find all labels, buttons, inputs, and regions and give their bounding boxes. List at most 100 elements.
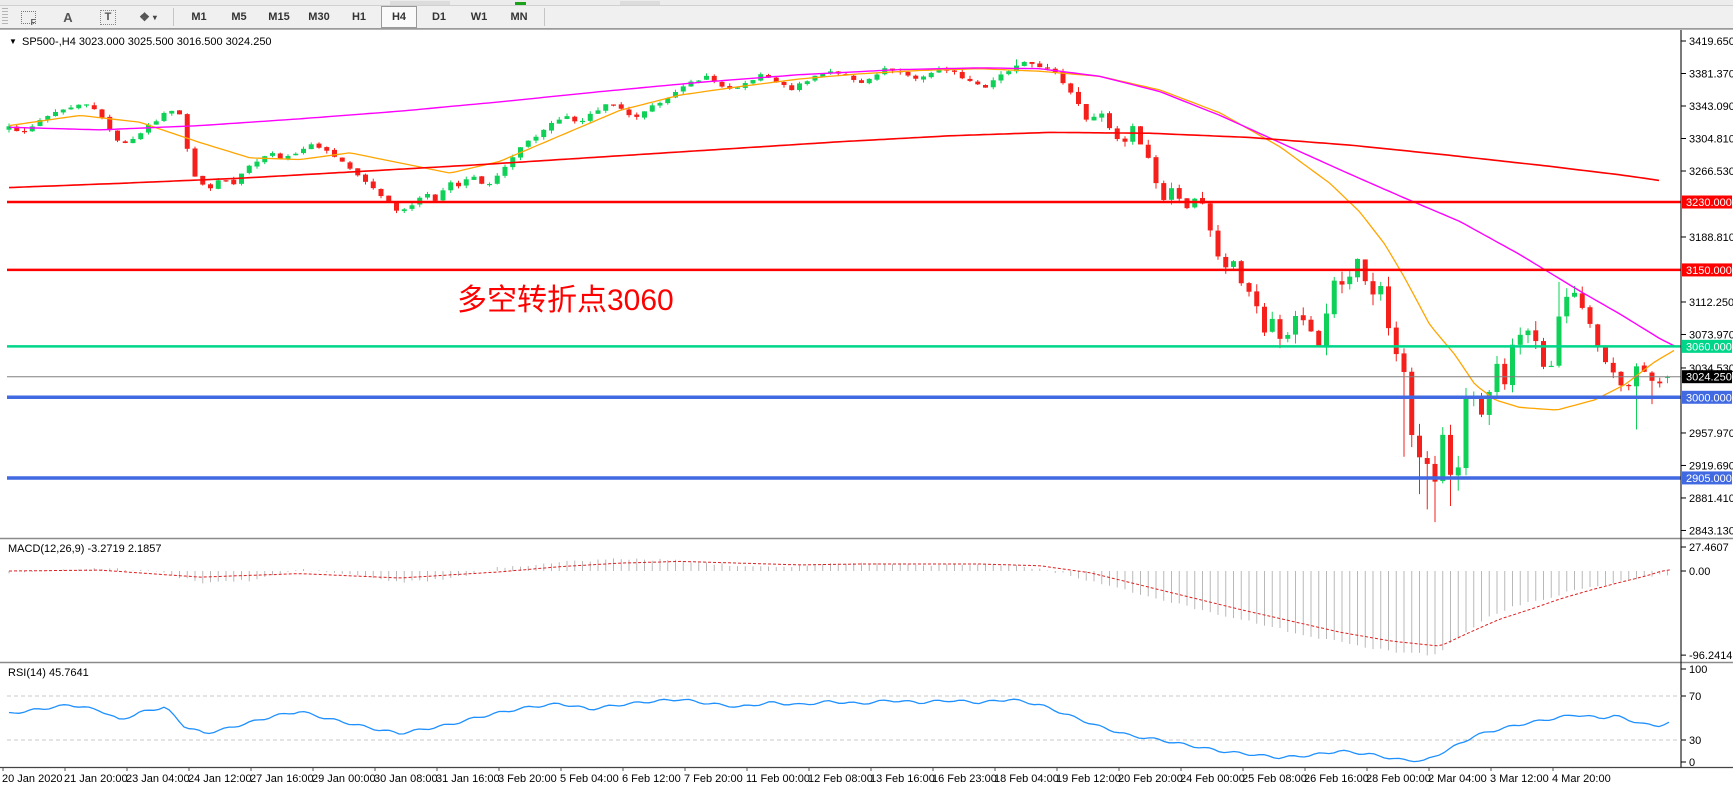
price-chart[interactable]: 3419.650 3381.370 3343.090 3304.810 3266.530… xyxy=(0,29,1733,794)
cutoff-button xyxy=(390,1,450,5)
ma-slow-red-line xyxy=(8,131,1660,189)
price-badge-3150.000-text: 3150.000 xyxy=(1686,265,1732,277)
timeframe-mn-button[interactable]: MN xyxy=(510,11,528,23)
rsi-tick-label: 30 xyxy=(1689,735,1701,747)
time-tick-label: 13 Feb 16:00 xyxy=(870,773,935,785)
shapes-tool-button[interactable]: ❖ ▾ xyxy=(130,6,166,28)
current-price-badge xyxy=(1682,370,1732,384)
time-tick-label: 16 Feb 23:00 xyxy=(932,773,997,785)
letter-a-icon: A xyxy=(63,9,73,25)
symbol-dropdown-icon[interactable]: ▼ xyxy=(9,37,17,46)
macd-tick-label: 0.00 xyxy=(1689,566,1710,578)
timeframe-m5-button[interactable]: M5 xyxy=(231,11,247,23)
price-tick-label: 2957.970 xyxy=(1689,428,1733,440)
time-tick-label: 20 Feb 20:00 xyxy=(1118,773,1183,785)
price-badge-3060.000-text: 3060.000 xyxy=(1686,341,1732,353)
price-badge-3000.000 xyxy=(1682,390,1732,404)
time-tick-label: 23 Jan 04:00 xyxy=(126,773,190,785)
rsi-indicator-panel: RSI(14) 45.7641 100 70 30 0 xyxy=(7,664,1707,769)
price-badge-3000.000-text: 3000.000 xyxy=(1686,392,1732,404)
chart-title[interactable]: ▼ SP500-,H4 3023.000 3025.500 3016.500 30… xyxy=(9,36,272,48)
rsi-tick-label: 0 xyxy=(1689,757,1695,769)
price-axis[interactable]: 3419.650 3381.370 3343.090 3304.810 3266.530… xyxy=(1681,36,1733,537)
time-tick-label: 27 Jan 16:00 xyxy=(250,773,314,785)
time-tick-label: 24 Jan 12:00 xyxy=(188,773,252,785)
price-badge-2905.000-text: 2905.000 xyxy=(1686,473,1732,485)
price-tick-label: 3343.090 xyxy=(1689,101,1733,113)
timeframe-m1-button[interactable]: M1 xyxy=(191,11,207,23)
shapes-icon: ❖ xyxy=(139,10,150,24)
timeframe-m30-button[interactable]: M30 xyxy=(308,11,330,23)
time-tick-label: 26 Feb 16:00 xyxy=(1304,773,1369,785)
price-tick-label: 3381.370 xyxy=(1689,68,1733,80)
rsi-tick-label: 100 xyxy=(1689,664,1707,676)
current-price-badge-text: 3024.250 xyxy=(1686,372,1732,384)
macd-tick-label: 27.4607 xyxy=(1689,542,1729,554)
timeframe-h1-button[interactable]: H1 xyxy=(351,11,367,23)
time-tick-label: 28 Feb 00:00 xyxy=(1366,773,1431,785)
annotation-text-3060[interactable]: 多空转折点3060 xyxy=(457,284,674,317)
active-indicator-mark xyxy=(515,2,526,5)
time-tick-label: 24 Feb 00:00 xyxy=(1180,773,1245,785)
price-tick-label: 3188.810 xyxy=(1689,232,1733,244)
cutoff-button xyxy=(620,1,660,5)
time-tick-label: 2 Mar 04:00 xyxy=(1428,773,1487,785)
price-tick-label: 2843.130 xyxy=(1689,525,1733,537)
price-badge-3230.000 xyxy=(1682,195,1732,209)
time-tick-label: 6 Feb 12:00 xyxy=(622,773,681,785)
grid-f-icon: F xyxy=(20,10,36,27)
time-tick-label: 19 Feb 12:00 xyxy=(1056,773,1121,785)
price-badge-3150.000 xyxy=(1682,263,1732,277)
price-badge-3060.000 xyxy=(1682,339,1732,353)
chart-window[interactable]: 3419.650 3381.370 3343.090 3304.810 3266.530… xyxy=(0,28,1733,794)
window-top-strip xyxy=(0,0,1733,6)
rsi-line xyxy=(8,698,1670,763)
fibo-grid-tool-button[interactable]: F xyxy=(10,6,46,28)
toolbar-separator xyxy=(544,8,545,26)
rsi-tick-label: 70 xyxy=(1689,691,1701,703)
ma-fast-orange-line xyxy=(8,68,1675,411)
time-tick-label: 21 Jan 20:00 xyxy=(64,773,128,785)
time-tick-label: 12 Feb 08:00 xyxy=(808,773,873,785)
macd-tick-label: -96.2414 xyxy=(1689,650,1732,662)
price-badge-3230.000-text: 3230.000 xyxy=(1686,197,1732,209)
time-tick-label: 20 Jan 2020 xyxy=(2,773,63,785)
toolbar-separator xyxy=(173,8,174,26)
timeframe-w1-button[interactable]: W1 xyxy=(470,11,488,23)
toolbar-drag-handle[interactable] xyxy=(2,8,8,26)
time-tick-label: 5 Feb 04:00 xyxy=(560,773,619,785)
time-tick-label: 29 Jan 00:00 xyxy=(312,773,376,785)
chart-background xyxy=(0,29,1733,794)
price-tick-label: 3266.530 xyxy=(1689,166,1733,178)
timeframe-h4-button[interactable]: H4 xyxy=(381,6,417,28)
candlestick-series xyxy=(6,59,1670,523)
price-tick-label: 3073.970 xyxy=(1689,329,1733,341)
caret-down-icon: ▾ xyxy=(152,12,157,22)
time-tick-label: 7 Feb 20:00 xyxy=(684,773,743,785)
rsi-label: RSI(14) 45.7641 xyxy=(8,667,89,679)
price-tick-label: 3304.810 xyxy=(1689,133,1733,145)
time-tick-label: 4 Mar 20:00 xyxy=(1552,773,1611,785)
price-tick-label: 2919.690 xyxy=(1689,460,1733,472)
macd-signal-line xyxy=(8,560,1672,647)
macd-label: MACD(12,26,9) -3.2719 2.1857 xyxy=(8,543,161,555)
time-tick-label: 31 Jan 16:00 xyxy=(436,773,500,785)
toolbar: F A T ❖ ▾ M1 M5 M15 M30 H1 H4 D1 W1 MN xyxy=(0,6,1733,29)
timeframe-d1-button[interactable]: D1 xyxy=(431,11,447,23)
time-tick-label: 3 Feb 20:00 xyxy=(498,773,557,785)
time-tick-label: 30 Jan 08:00 xyxy=(374,773,438,785)
price-tick-label: 3419.650 xyxy=(1689,36,1733,48)
text-label-tool-button[interactable]: A xyxy=(50,6,86,28)
timeframe-m15-button[interactable]: M15 xyxy=(268,11,290,23)
macd-indicator-panel: MACD(12,26,9) -3.2719 2.1857 27.4607 0.00 -… xyxy=(8,542,1732,662)
boxed-t-icon: T xyxy=(100,9,116,25)
time-tick-label: 25 Feb 08:00 xyxy=(1242,773,1307,785)
text-box-tool-button[interactable]: T xyxy=(90,6,126,28)
price-tick-label: 2881.410 xyxy=(1689,493,1733,505)
time-tick-label: 18 Feb 04:00 xyxy=(994,773,1059,785)
time-tick-label: 3 Mar 12:00 xyxy=(1490,773,1549,785)
symbol-ohlc-title: SP500-,H4 3023.000 3025.500 3016.500 302… xyxy=(22,36,272,48)
price-tick-label: 3112.250 xyxy=(1689,297,1733,309)
